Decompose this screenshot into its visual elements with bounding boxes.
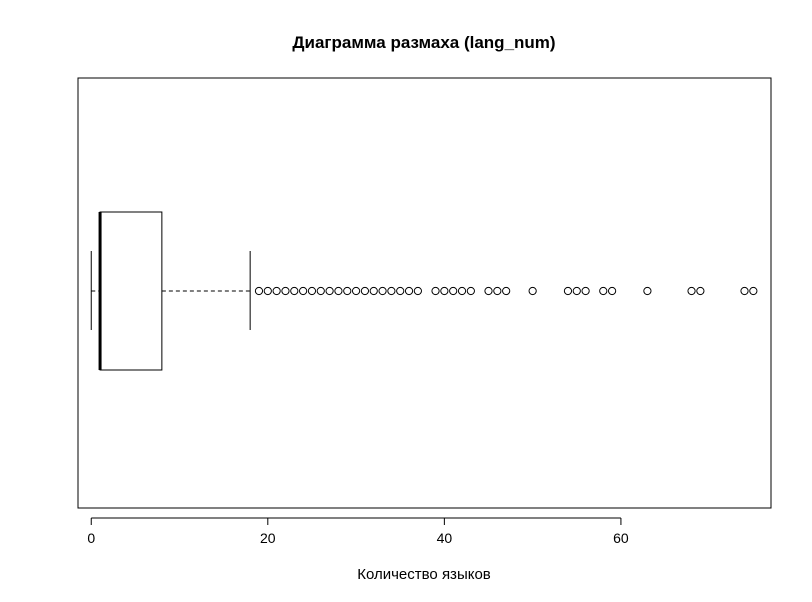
outlier-point	[440, 286, 449, 296]
outlier-point	[404, 286, 414, 296]
outlier-point	[413, 286, 422, 296]
plot-frame	[77, 77, 772, 509]
outlier-point	[466, 286, 475, 296]
outlier-point	[290, 286, 299, 296]
outlier-point	[493, 286, 502, 296]
outlier-point	[343, 286, 352, 296]
outlier-point	[254, 286, 264, 296]
outlier-point	[607, 286, 617, 296]
x-tick-label-0: 0	[87, 530, 95, 546]
outlier-point	[687, 286, 696, 296]
outlier-point	[643, 286, 652, 296]
x-tick-label-20: 20	[260, 530, 276, 546]
outlier-point	[351, 286, 361, 296]
outlier-point	[396, 286, 405, 296]
x-tick-label-60: 60	[613, 530, 629, 546]
outlier-point	[263, 286, 272, 296]
outlier-point	[378, 286, 387, 296]
x-axis: 0 20 40 60	[87, 517, 629, 546]
outlier-point	[599, 286, 608, 296]
outlier-point	[431, 286, 440, 296]
outlier-point	[325, 286, 334, 296]
outlier-point	[360, 286, 370, 296]
outlier-points	[254, 286, 758, 296]
outlier-point	[749, 286, 758, 296]
outlier-point	[696, 286, 705, 296]
iqr-box	[99, 211, 163, 371]
outlier-point	[387, 286, 396, 296]
outlier-point	[740, 286, 749, 296]
outlier-point	[299, 286, 308, 296]
outlier-point	[449, 286, 458, 296]
outlier-point	[369, 286, 378, 296]
outlier-point	[528, 286, 537, 296]
x-tick-label-40: 40	[437, 530, 453, 546]
chart-title: Диаграмма размаха (lang_num)	[292, 33, 555, 52]
outlier-point	[484, 286, 493, 296]
outlier-point	[334, 286, 343, 296]
outlier-point	[581, 286, 590, 296]
outlier-point	[272, 286, 281, 296]
outlier-point	[316, 286, 325, 296]
outlier-point	[502, 286, 511, 296]
outlier-point	[457, 286, 467, 296]
outlier-point	[281, 286, 290, 296]
outlier-point	[307, 286, 317, 296]
x-axis-label: Количество языков	[357, 566, 491, 583]
outlier-point	[563, 286, 573, 296]
box-plot	[90, 211, 251, 371]
outlier-point	[572, 286, 581, 296]
